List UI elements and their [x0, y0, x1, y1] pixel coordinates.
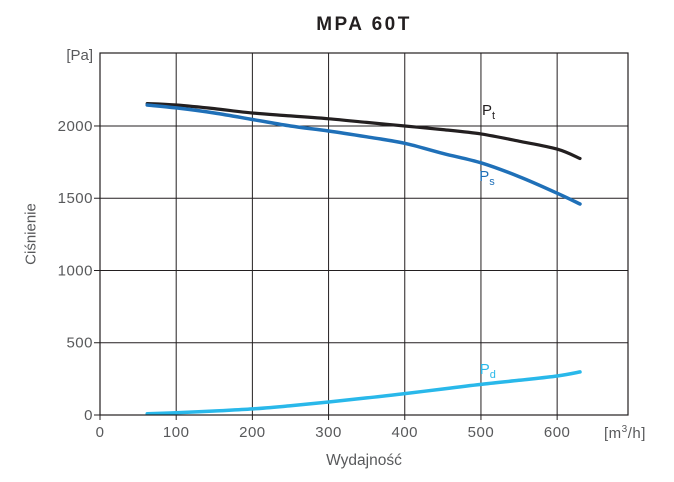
x-tick-label: 600 [544, 424, 571, 441]
y-tick-label: 500 [66, 335, 93, 352]
series-label-ps: Ps [479, 168, 495, 188]
y-tick-label: 1000 [58, 262, 93, 279]
series-label-pd: Pd [480, 361, 496, 381]
y-axis-unit: [Pa] [66, 47, 93, 64]
series-label-subscript: t [492, 109, 496, 122]
y-tick-label: 1500 [58, 190, 93, 207]
x-tick-label: 100 [163, 424, 190, 441]
series-label-subscript: s [489, 176, 495, 188]
x-tick-label: 300 [315, 424, 342, 441]
curve-pd [145, 370, 582, 416]
series-label-main: P [479, 361, 490, 379]
x-tick-label: 200 [239, 424, 266, 441]
x-tick-label: 400 [391, 424, 418, 441]
plot-border [99, 52, 629, 416]
y-tick-label: 0 [84, 407, 93, 424]
curve-pt [145, 102, 582, 161]
curve-ps [145, 103, 582, 206]
x-axis-unit: [m3/h] [604, 424, 646, 442]
x-unit-prefix: [m [604, 425, 622, 442]
x-unit-suffix: /h] [627, 425, 646, 442]
x-axis-label: Wydajność [326, 452, 402, 469]
chart-title: MPA 60T [316, 14, 412, 35]
y-tick-label: 2000 [58, 118, 93, 135]
x-tick-label: 500 [468, 424, 495, 441]
series-label-main: P [479, 168, 490, 185]
series-label-main: P [482, 101, 493, 119]
series-label-pt: Pt [482, 102, 495, 122]
x-tick-label: 0 [96, 424, 105, 441]
x-unit-superscript: 3 [621, 424, 628, 435]
series-label-subscript: d [489, 369, 496, 382]
